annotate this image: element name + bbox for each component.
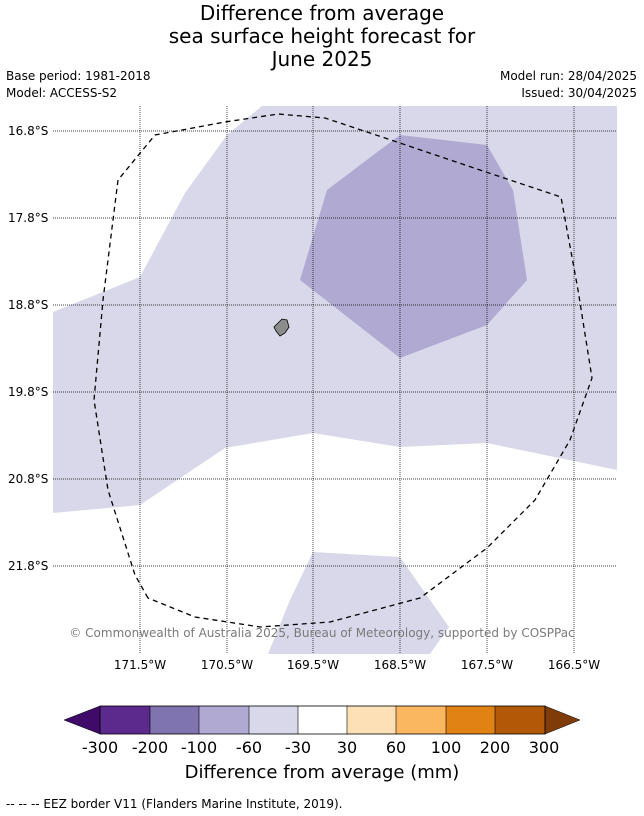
lon-label: 169.5°W xyxy=(286,658,340,672)
lat-label: 19.8°S xyxy=(8,385,49,399)
lon-label: 168.5°W xyxy=(373,658,427,672)
colorbar-swatch xyxy=(199,706,249,734)
colorbar-tick-label: 200 xyxy=(479,738,511,757)
colorbar-swatch xyxy=(347,706,396,734)
title-line-2: sea surface height forecast for xyxy=(168,24,476,48)
colorbar-tick-label: 30 xyxy=(336,738,358,757)
base-period-text: Base period: 1981-2018 xyxy=(6,69,151,83)
colorbar-tick-label: -100 xyxy=(180,738,218,757)
colorbar-extend-low xyxy=(63,705,101,735)
colorbar-outline xyxy=(99,705,546,735)
colorbar-tick-label: 300 xyxy=(528,738,560,757)
colorbar-swatch xyxy=(100,706,150,734)
eez-border xyxy=(93,113,593,628)
colorbar-swatch xyxy=(150,706,199,734)
colorbar-title: Difference from average (mm) xyxy=(184,762,460,783)
colorbar-tick-label: -60 xyxy=(235,738,263,757)
model-text: Model: ACCESS-S2 xyxy=(6,86,118,100)
lat-label: 21.8°S xyxy=(8,559,49,573)
colorbar-tick-label: -30 xyxy=(284,738,312,757)
island-niue xyxy=(273,318,290,337)
map-area xyxy=(53,106,617,654)
colorbar-swatch xyxy=(495,706,545,734)
anomaly-region-medium xyxy=(300,135,527,358)
lon-label: 170.5°W xyxy=(200,658,254,672)
colorbar-tick-label: 60 xyxy=(385,738,407,757)
colorbar-swatch xyxy=(249,706,298,734)
colorbar-swatch xyxy=(396,706,446,734)
colorbar-swatch xyxy=(446,706,495,734)
colorbar xyxy=(63,705,581,735)
lat-label: 20.8°S xyxy=(8,472,49,486)
title-line-1: Difference from average xyxy=(199,1,445,25)
colorbar-tick-label: -300 xyxy=(81,738,119,757)
lon-label: 167.5°W xyxy=(460,658,514,672)
colorbar-tick-label: -200 xyxy=(131,738,169,757)
colorbar-swatch xyxy=(298,706,347,734)
lat-label: 17.8°S xyxy=(8,211,49,225)
lon-label: 166.5°W xyxy=(547,658,601,672)
issued-text: Issued: 30/04/2025 xyxy=(521,86,637,100)
colorbar-extend-high xyxy=(544,705,581,735)
grid-lines xyxy=(53,106,617,654)
copyright-text: © Commonwealth of Australia 2025, Bureau… xyxy=(69,626,575,640)
lon-label: 171.5°W xyxy=(113,658,167,672)
lat-label: 16.8°S xyxy=(8,124,49,138)
title-line-3: June 2025 xyxy=(271,47,373,71)
eez-legend-text: -- -- -- EEZ border V11 (Flanders Marine… xyxy=(6,797,343,811)
colorbar-tick-label: 100 xyxy=(430,738,462,757)
lat-label: 18.8°S xyxy=(8,298,49,312)
model-run-text: Model run: 28/04/2025 xyxy=(499,69,637,83)
